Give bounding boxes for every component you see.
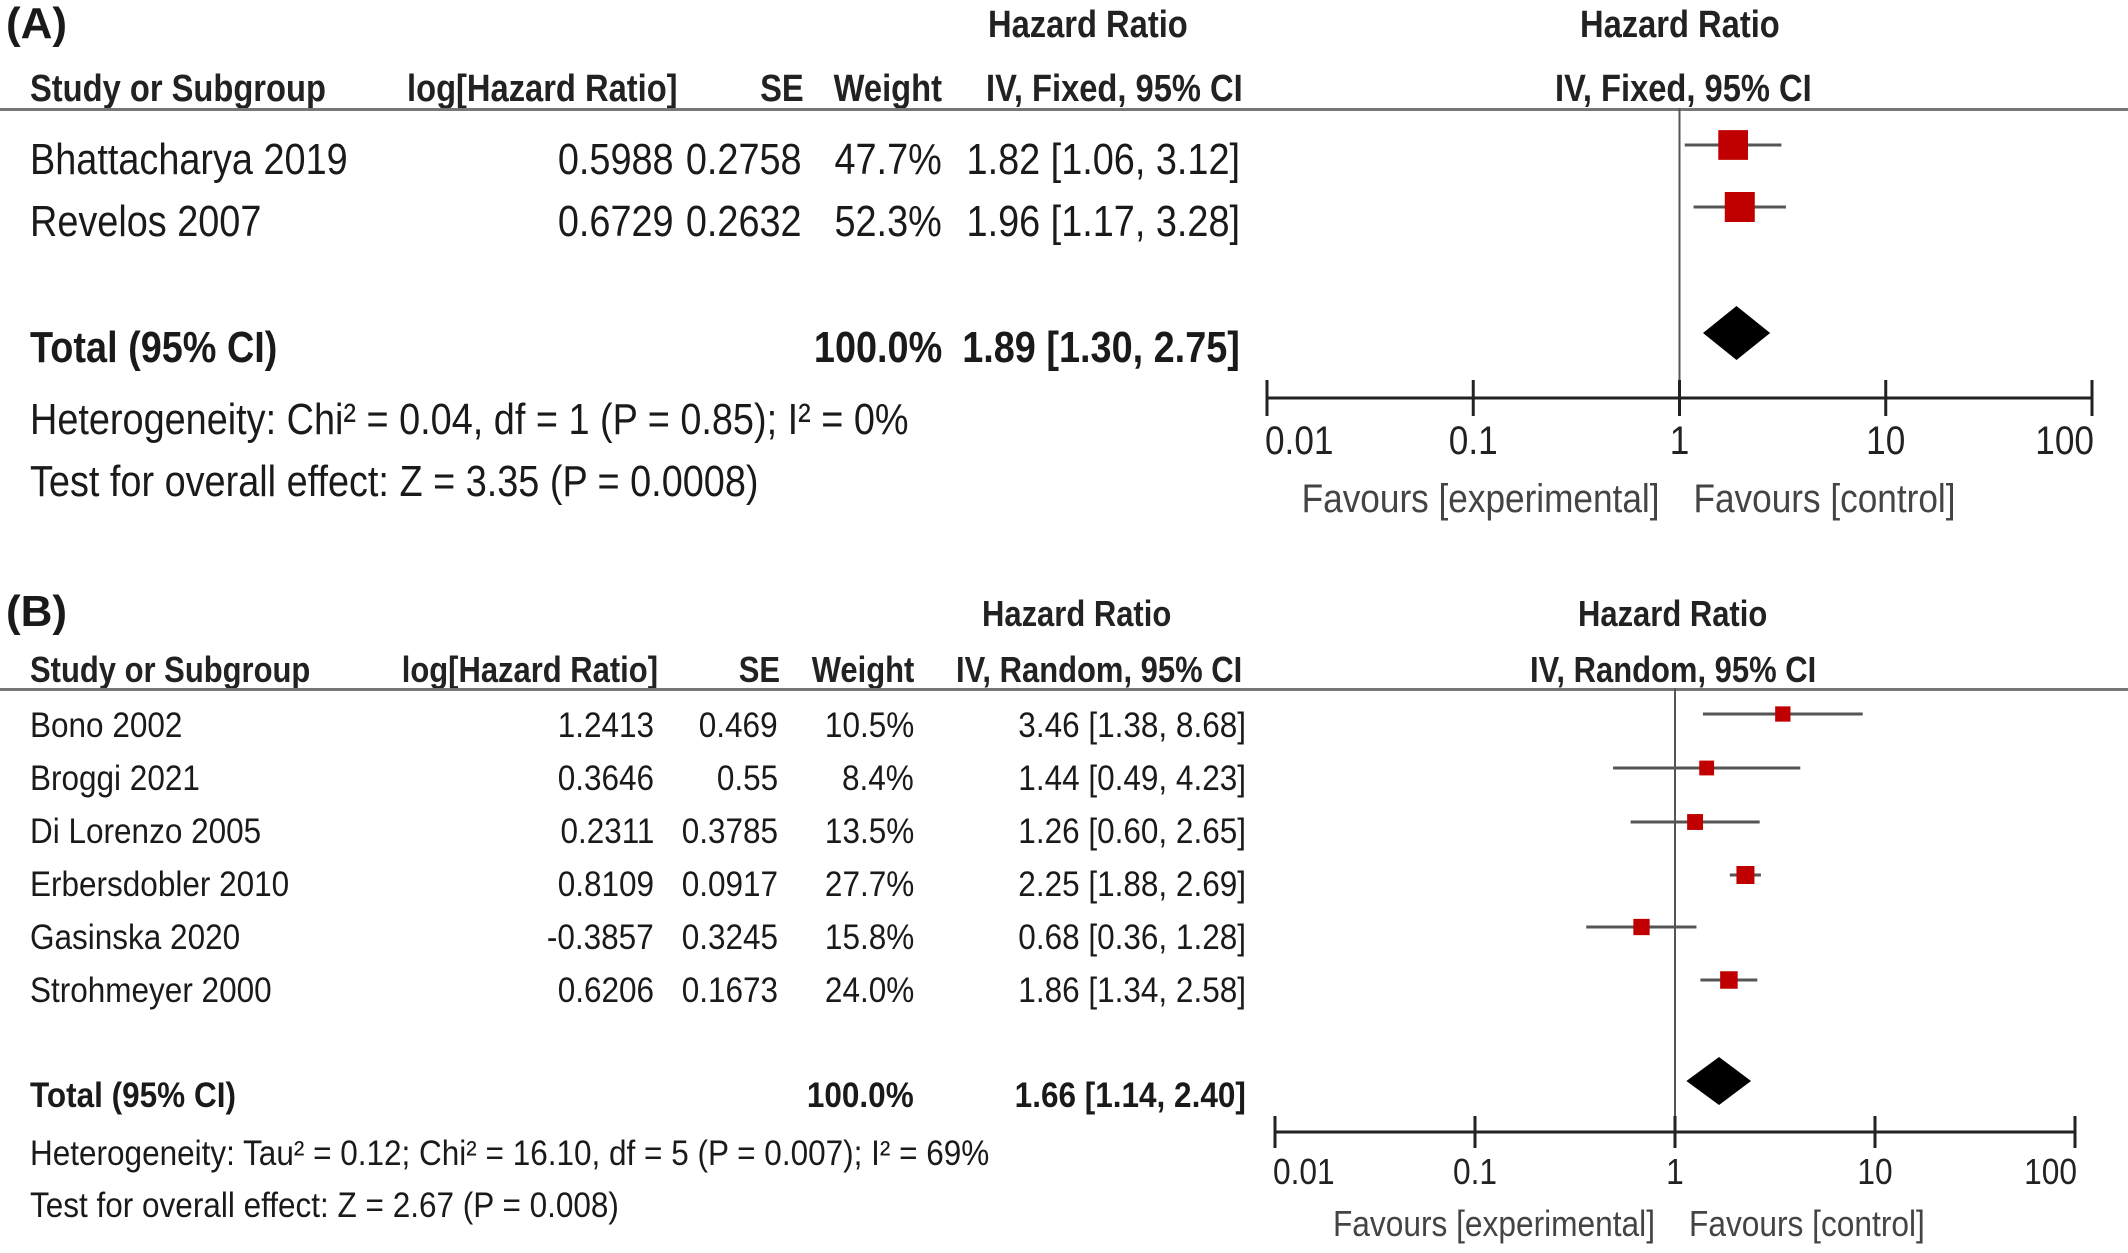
point-estimate-box bbox=[1633, 918, 1650, 936]
x-tick-label: 0.1 bbox=[1453, 1152, 1497, 1192]
point-estimate-box bbox=[1718, 130, 1749, 160]
summary-diamond bbox=[1703, 306, 1771, 360]
heterogeneity-text: Heterogeneity: Chi² = 0.04, df = 1 (P = … bbox=[30, 395, 909, 444]
log-hr-column-header: log[Hazard Ratio] bbox=[401, 649, 658, 690]
se-value: 0.2758 bbox=[686, 135, 802, 184]
panel-label: (B) bbox=[6, 587, 68, 636]
total-hr-ci: 1.66 [1.14, 2.40] bbox=[1014, 1076, 1246, 1115]
hr-ci-value: 1.96 [1.17, 3.28] bbox=[966, 197, 1240, 246]
plot-title: Hazard Ratio bbox=[1578, 593, 1768, 634]
se-column-header: SE bbox=[760, 68, 804, 110]
study-name: Erbersdobler 2010 bbox=[30, 865, 290, 904]
favours-control-label: Favours [control] bbox=[1689, 1204, 1925, 1244]
x-tick-label: 100 bbox=[2035, 418, 2094, 463]
hr-ci-value: 3.46 [1.38, 8.68] bbox=[1018, 706, 1246, 745]
log-hr-value: 0.5988 bbox=[558, 135, 674, 184]
total-label: Total (95% CI) bbox=[30, 1076, 236, 1115]
total-weight: 100.0% bbox=[807, 1076, 914, 1115]
se-column-header: SE bbox=[738, 649, 780, 690]
x-tick-label: 0.01 bbox=[1273, 1152, 1335, 1192]
x-tick-label: 1 bbox=[1670, 418, 1690, 463]
hr-ci-value: 1.26 [0.60, 2.65] bbox=[1018, 812, 1246, 851]
log-hr-value: -0.3857 bbox=[547, 918, 654, 957]
weight-value: 13.5% bbox=[824, 812, 914, 851]
forest-plot-panel-b: (B) Hazard Ratio Hazard Ratio Study or S… bbox=[0, 590, 2128, 1253]
total-label: Total (95% CI) bbox=[30, 323, 278, 372]
weight-value: 47.7% bbox=[834, 135, 942, 184]
se-value: 0.2632 bbox=[686, 197, 802, 246]
hr-ci-value: 2.25 [1.88, 2.69] bbox=[1018, 865, 1246, 904]
weight-value: 52.3% bbox=[834, 197, 942, 246]
total-weight: 100.0% bbox=[813, 323, 942, 372]
method-column-header: IV, Random, 95% CI bbox=[956, 649, 1243, 690]
forest-plot-panel-a: (A) Hazard Ratio Hazard Ratio Study or S… bbox=[0, 0, 2128, 560]
se-value: 0.55 bbox=[716, 759, 778, 798]
study-column-header: Study or Subgroup bbox=[30, 68, 326, 110]
x-tick-label: 10 bbox=[1866, 418, 1905, 463]
total-hr-ci: 1.89 [1.30, 2.75] bbox=[962, 323, 1240, 372]
log-hr-value: 0.2311 bbox=[559, 812, 654, 851]
hr-ci-value: 1.82 [1.06, 3.12] bbox=[966, 135, 1240, 184]
overall-effect-text: Test for overall effect: Z = 3.35 (P = 0… bbox=[30, 457, 759, 506]
weight-column-header: Weight bbox=[811, 649, 914, 690]
method-column-header: IV, Fixed, 95% CI bbox=[986, 68, 1243, 110]
log-hr-value: 0.8109 bbox=[557, 865, 654, 904]
forest-plot-a: 0.01 0.1 1 10 100 Favours [experimental] Favou… bbox=[1265, 108, 2094, 521]
weight-value: 10.5% bbox=[824, 706, 914, 745]
study-name: Strohmeyer 2000 bbox=[30, 971, 272, 1010]
weight-value: 8.4% bbox=[842, 759, 914, 798]
se-value: 0.0917 bbox=[681, 865, 778, 904]
hr-column-title: Hazard Ratio bbox=[982, 593, 1172, 634]
point-estimate-box bbox=[1687, 814, 1704, 830]
log-hr-value: 1.2413 bbox=[557, 706, 654, 745]
study-name: Bhattacharya 2019 bbox=[30, 135, 348, 184]
weight-value: 24.0% bbox=[824, 971, 914, 1010]
panel-label: (A) bbox=[6, 0, 68, 48]
log-hr-value: 0.3646 bbox=[557, 759, 654, 798]
forest-plot-b: 0.01 0.1 1 10 100 Favours [experimental] Favou… bbox=[1273, 688, 2077, 1244]
study-column-header: Study or Subgroup bbox=[30, 649, 311, 690]
study-name: Di Lorenzo 2005 bbox=[30, 812, 262, 851]
weight-value: 15.8% bbox=[824, 918, 914, 957]
study-name: Broggi 2021 bbox=[30, 759, 200, 798]
study-name: Gasinska 2020 bbox=[30, 918, 241, 957]
hr-ci-value: 1.86 [1.34, 2.58] bbox=[1018, 971, 1246, 1010]
x-tick-label: 1 bbox=[1666, 1152, 1684, 1192]
hr-ci-value: 0.68 [0.36, 1.28] bbox=[1018, 918, 1246, 957]
se-value: 0.469 bbox=[699, 706, 778, 745]
x-tick-label: 10 bbox=[1857, 1152, 1892, 1192]
header-rule bbox=[0, 688, 2128, 691]
plot-title: Hazard Ratio bbox=[1580, 4, 1780, 46]
x-tick-label: 0.1 bbox=[1449, 418, 1498, 463]
hr-column-title: Hazard Ratio bbox=[988, 4, 1188, 46]
point-estimate-box bbox=[1724, 192, 1755, 222]
weight-column-header: Weight bbox=[833, 68, 942, 110]
log-hr-value: 0.6729 bbox=[558, 197, 674, 246]
weight-value: 27.7% bbox=[824, 865, 914, 904]
log-hr-value: 0.6206 bbox=[557, 971, 654, 1010]
summary-diamond bbox=[1686, 1057, 1752, 1105]
plot-method-header: IV, Fixed, 95% CI bbox=[1555, 68, 1812, 110]
header-rule bbox=[0, 108, 2128, 111]
favours-experimental-label: Favours [experimental] bbox=[1302, 476, 1660, 521]
log-hr-column-header: log[Hazard Ratio] bbox=[407, 68, 678, 110]
heterogeneity-text: Heterogeneity: Tau² = 0.12; Chi² = 16.10… bbox=[30, 1134, 990, 1173]
favours-control-label: Favours [control] bbox=[1694, 476, 1956, 521]
overall-effect-text: Test for overall effect: Z = 2.67 (P = 0… bbox=[30, 1186, 619, 1225]
point-estimate-box bbox=[1720, 971, 1738, 989]
study-name: Bono 2002 bbox=[30, 706, 183, 745]
study-name: Revelos 2007 bbox=[30, 197, 262, 246]
se-value: 0.3785 bbox=[681, 812, 778, 851]
x-tick-label: 100 bbox=[2024, 1152, 2077, 1192]
point-estimate-box bbox=[1775, 706, 1791, 722]
favours-experimental-label: Favours [experimental] bbox=[1333, 1204, 1655, 1244]
se-value: 0.3245 bbox=[681, 918, 778, 957]
x-tick-label: 0.01 bbox=[1265, 418, 1333, 463]
se-value: 0.1673 bbox=[681, 971, 778, 1010]
plot-method-header: IV, Random, 95% CI bbox=[1530, 649, 1817, 690]
point-estimate-box bbox=[1699, 760, 1715, 776]
hr-ci-value: 1.44 [0.49, 4.23] bbox=[1018, 759, 1246, 798]
point-estimate-box bbox=[1736, 866, 1755, 884]
